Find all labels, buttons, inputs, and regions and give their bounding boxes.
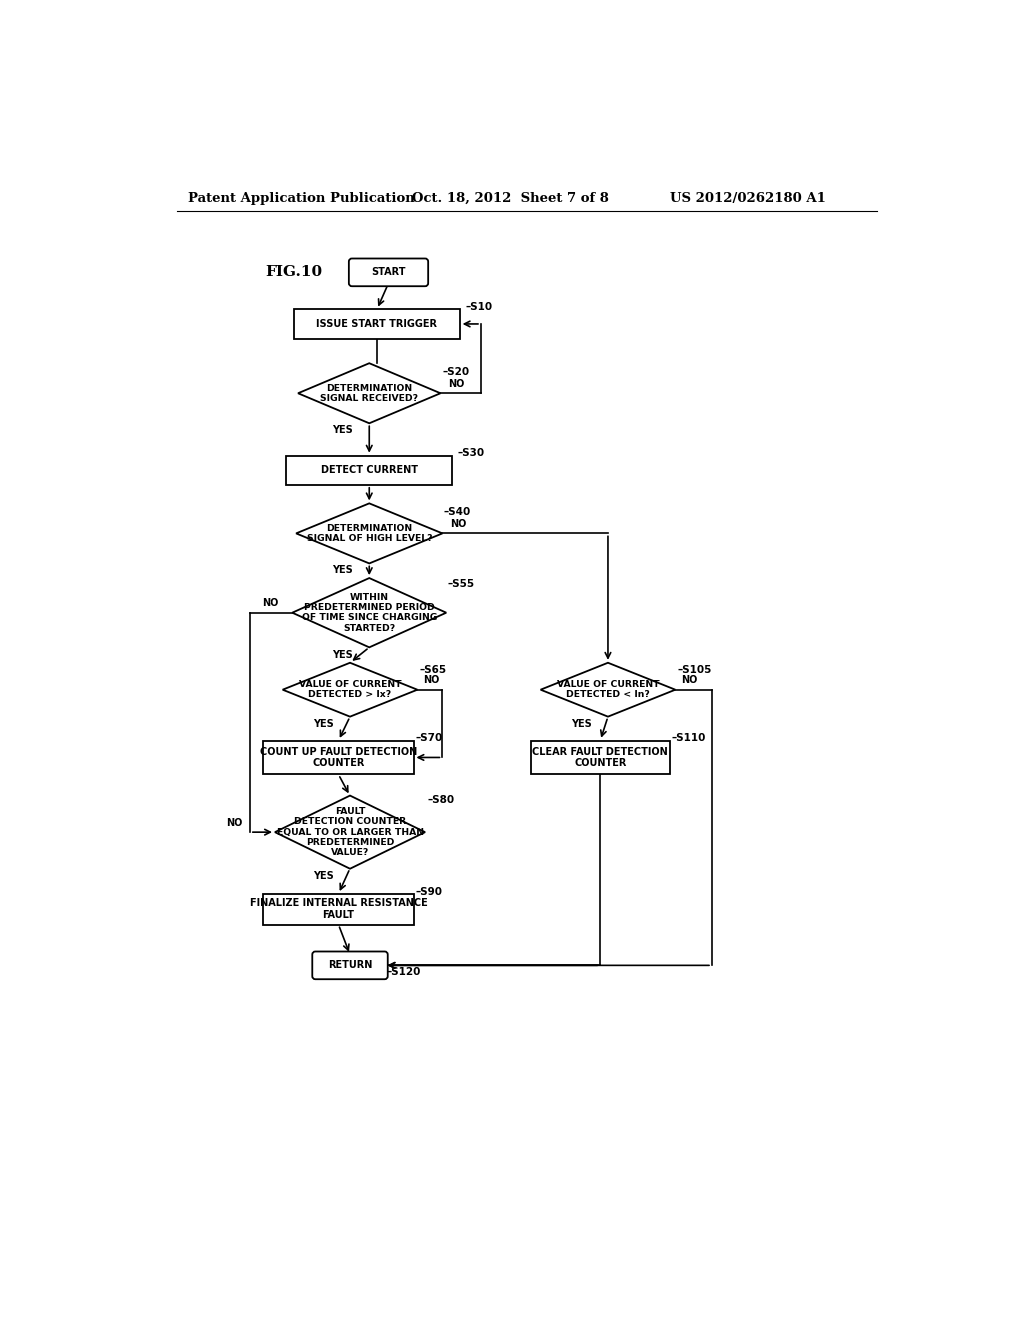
Text: –S105: –S105 [677, 665, 712, 676]
Text: START: START [372, 268, 406, 277]
Text: VALUE OF CURRENT
DETECTED > Ix?: VALUE OF CURRENT DETECTED > Ix? [299, 680, 401, 700]
Polygon shape [296, 503, 442, 564]
Text: YES: YES [570, 718, 592, 729]
Text: NO: NO [262, 598, 279, 609]
Bar [287, 455, 452, 484]
Polygon shape [283, 663, 418, 717]
Text: FAULT
DETECTION COUNTER
EQUAL TO OR LARGER THAN
PREDETERMINED
VALUE?: FAULT DETECTION COUNTER EQUAL TO OR LARG… [276, 807, 424, 858]
Text: –S40: –S40 [444, 507, 471, 517]
FancyBboxPatch shape [312, 952, 388, 979]
Text: YES: YES [332, 649, 352, 660]
Text: YES: YES [332, 425, 352, 436]
Text: –S55: –S55 [447, 579, 475, 589]
Polygon shape [292, 578, 446, 647]
Text: DETERMINATION
SIGNAL RECEIVED?: DETERMINATION SIGNAL RECEIVED? [321, 384, 418, 403]
Text: –S65: –S65 [419, 665, 446, 676]
Text: YES: YES [332, 565, 352, 576]
Text: NO: NO [226, 818, 243, 828]
Text: –S20: –S20 [442, 367, 470, 376]
Polygon shape [298, 363, 440, 424]
Text: NO: NO [449, 379, 465, 389]
Text: RETURN: RETURN [328, 961, 372, 970]
Text: DETERMINATION
SIGNAL OF HIGH LEVEL?: DETERMINATION SIGNAL OF HIGH LEVEL? [306, 524, 432, 543]
Text: Patent Application Publication: Patent Application Publication [188, 191, 415, 205]
Text: NO: NO [451, 519, 467, 529]
Text: Oct. 18, 2012  Sheet 7 of 8: Oct. 18, 2012 Sheet 7 of 8 [412, 191, 608, 205]
Text: –S70: –S70 [416, 733, 442, 743]
Polygon shape [541, 663, 676, 717]
Text: WITHIN
PREDETERMINED PERIOD
OF TIME SINCE CHARGING
STARTED?: WITHIN PREDETERMINED PERIOD OF TIME SINC… [302, 593, 437, 632]
Text: –S110: –S110 [672, 733, 707, 743]
FancyBboxPatch shape [349, 259, 428, 286]
Text: –S90: –S90 [416, 887, 442, 898]
Text: US 2012/0262180 A1: US 2012/0262180 A1 [670, 191, 825, 205]
Text: –S10: –S10 [466, 302, 493, 312]
Text: NO: NO [682, 676, 698, 685]
Text: YES: YES [312, 871, 334, 880]
Text: COUNT UP FAULT DETECTION
COUNTER: COUNT UP FAULT DETECTION COUNTER [260, 747, 417, 768]
Bar [531, 741, 670, 775]
Text: DETECT CURRENT: DETECT CURRENT [321, 465, 418, 475]
Bar [294, 309, 460, 339]
Text: ISSUE START TRIGGER: ISSUE START TRIGGER [316, 319, 437, 329]
Text: –S30: –S30 [458, 449, 485, 458]
Text: VALUE OF CURRENT
DETECTED < In?: VALUE OF CURRENT DETECTED < In? [557, 680, 659, 700]
Text: YES: YES [312, 718, 334, 729]
Text: FINALIZE INTERNAL RESISTANCE
FAULT: FINALIZE INTERNAL RESISTANCE FAULT [250, 899, 427, 920]
Bar [263, 741, 414, 775]
Text: NO: NO [424, 676, 440, 685]
Text: FIG.10: FIG.10 [265, 265, 323, 280]
Text: –S80: –S80 [427, 795, 454, 805]
Bar [263, 894, 414, 924]
Polygon shape [274, 796, 425, 869]
Text: –S120: –S120 [387, 966, 421, 977]
Text: CLEAR FAULT DETECTION
COUNTER: CLEAR FAULT DETECTION COUNTER [532, 747, 668, 768]
